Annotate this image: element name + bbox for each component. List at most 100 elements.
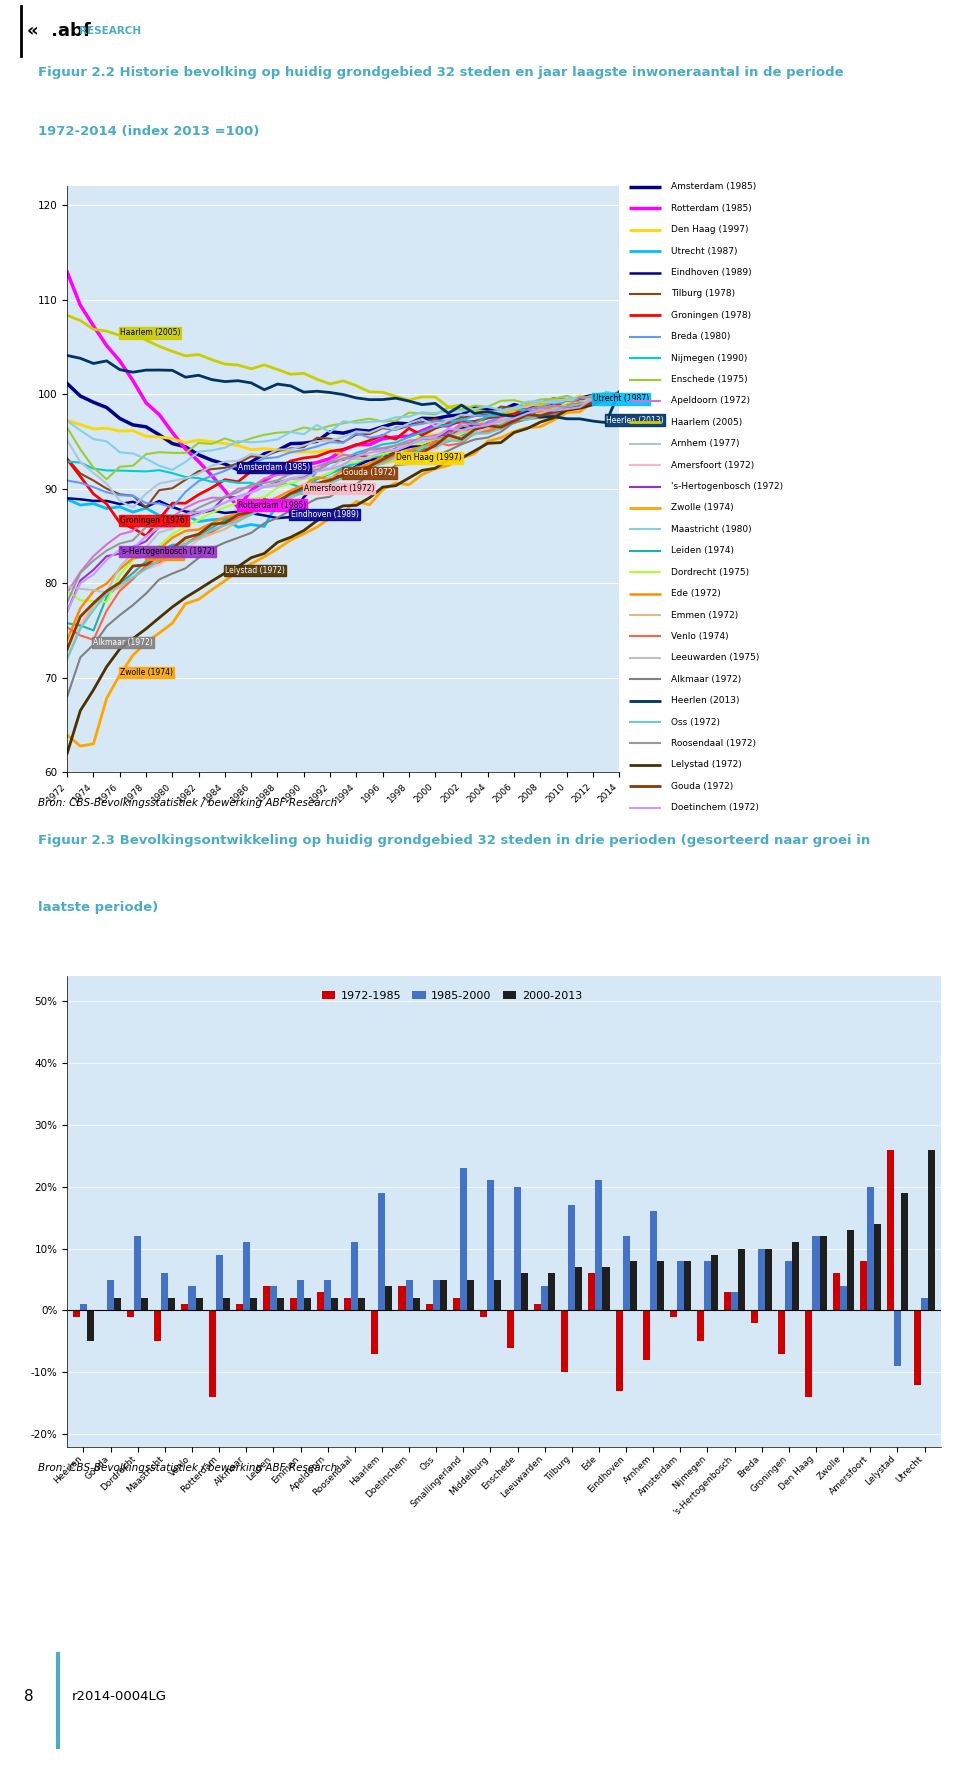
Bar <box>80 1305 87 1310</box>
Bar <box>588 1273 595 1310</box>
Bar <box>114 1298 121 1310</box>
Bar <box>324 1280 331 1310</box>
Bar <box>914 1310 921 1384</box>
Text: Amsterdam (1985): Amsterdam (1985) <box>238 463 310 472</box>
Text: Zwolle (1974): Zwolle (1974) <box>120 667 173 676</box>
Text: Figuur 2.3 Bevolkingsontwikkeling op huidig grondgebied 32 steden in drie period: Figuur 2.3 Bevolkingsontwikkeling op hui… <box>38 834 871 847</box>
Bar <box>297 1280 304 1310</box>
Bar <box>494 1280 501 1310</box>
Bar <box>792 1242 800 1310</box>
Text: Alkmaar (1972): Alkmaar (1972) <box>671 674 741 683</box>
Bar <box>900 1193 908 1310</box>
Text: Gouda (1972): Gouda (1972) <box>671 781 732 790</box>
Bar <box>216 1255 223 1310</box>
Text: Tilburg (1978): Tilburg (1978) <box>671 289 734 298</box>
Text: Alkmaar (1972): Alkmaar (1972) <box>93 637 154 646</box>
Text: Lelystad (1972): Lelystad (1972) <box>225 566 285 575</box>
Bar <box>161 1273 168 1310</box>
Bar <box>304 1298 311 1310</box>
Bar <box>155 1310 161 1342</box>
Text: Rotterdam (1985): Rotterdam (1985) <box>671 204 752 213</box>
Bar <box>615 1310 622 1392</box>
Text: Eindhoven (1989): Eindhoven (1989) <box>291 509 358 518</box>
Text: Leiden (1974): Leiden (1974) <box>671 547 733 556</box>
Text: laatste periode): laatste periode) <box>38 902 158 914</box>
Bar <box>480 1310 487 1317</box>
Text: Heerlen (2013): Heerlen (2013) <box>606 415 663 424</box>
Bar <box>832 1273 840 1310</box>
Bar <box>622 1235 630 1310</box>
Bar <box>820 1235 827 1310</box>
Text: Gouda (1972): Gouda (1972) <box>344 469 396 477</box>
Text: Lelystad (1972): Lelystad (1972) <box>671 760 741 769</box>
Bar <box>385 1285 393 1310</box>
Text: Doetinchem (1972): Doetinchem (1972) <box>671 802 758 813</box>
Text: Utrecht (1987): Utrecht (1987) <box>593 394 649 403</box>
Bar <box>433 1280 440 1310</box>
Text: Enschede (1975): Enschede (1975) <box>671 375 747 383</box>
Text: Maastricht (1980): Maastricht (1980) <box>671 525 752 534</box>
Text: «  .abf: « .abf <box>27 21 90 41</box>
Text: Zwolle (1974): Zwolle (1974) <box>671 504 733 513</box>
Bar <box>650 1211 657 1310</box>
Bar <box>378 1193 385 1310</box>
Bar <box>208 1310 216 1397</box>
Bar <box>453 1298 460 1310</box>
Text: Haarlem (2005): Haarlem (2005) <box>120 328 180 337</box>
Bar <box>243 1242 250 1310</box>
Bar <box>331 1298 338 1310</box>
Bar <box>603 1267 610 1310</box>
Bar <box>263 1285 270 1310</box>
Bar <box>413 1298 420 1310</box>
Bar <box>670 1310 677 1317</box>
Text: r2014-0004LG: r2014-0004LG <box>72 1690 167 1704</box>
Bar <box>87 1310 94 1342</box>
Text: Emmen (1972): Emmen (1972) <box>671 611 738 619</box>
Bar <box>188 1285 196 1310</box>
Bar <box>534 1305 541 1310</box>
Bar <box>181 1305 188 1310</box>
Text: Nijmegen (1990): Nijmegen (1990) <box>671 353 747 362</box>
Bar <box>372 1310 378 1354</box>
Bar <box>785 1260 792 1310</box>
Bar <box>921 1298 928 1310</box>
Legend: 1972-1985, 1985-2000, 2000-2013: 1972-1985, 1985-2000, 2000-2013 <box>318 987 587 1005</box>
Bar <box>548 1273 555 1310</box>
Text: Utrecht (1987): Utrecht (1987) <box>671 247 737 256</box>
Bar <box>460 1168 467 1310</box>
Text: Haarlem (2005): Haarlem (2005) <box>671 417 742 426</box>
Bar <box>134 1235 141 1310</box>
Bar <box>487 1180 494 1310</box>
Text: Figuur 2.2 Historie bevolking op huidig grondgebied 32 steden en jaar laagste in: Figuur 2.2 Historie bevolking op huidig … <box>38 66 844 78</box>
Text: Amsterdam (1985): Amsterdam (1985) <box>671 183 756 192</box>
Bar <box>894 1310 900 1367</box>
Bar <box>677 1260 684 1310</box>
Text: Breda (1980): Breda (1980) <box>671 332 730 341</box>
Bar <box>642 1310 650 1360</box>
Bar <box>840 1285 847 1310</box>
Bar <box>276 1298 284 1310</box>
Bar <box>859 1260 867 1310</box>
Text: Dordrecht (1975): Dordrecht (1975) <box>671 568 749 577</box>
Text: Eindhoven (1989): Eindhoven (1989) <box>671 268 752 277</box>
Bar <box>738 1248 745 1310</box>
Text: RESEARCH: RESEARCH <box>79 27 141 36</box>
Bar <box>168 1298 176 1310</box>
Bar <box>467 1280 474 1310</box>
Text: Den Haag (1997): Den Haag (1997) <box>671 225 748 234</box>
Bar <box>108 1280 114 1310</box>
Text: Leeuwarden (1975): Leeuwarden (1975) <box>671 653 759 662</box>
Text: Groningen (1978): Groningen (1978) <box>671 311 751 320</box>
Bar <box>345 1298 351 1310</box>
Bar <box>697 1310 704 1342</box>
Bar <box>928 1150 935 1310</box>
Text: Oss (1972): Oss (1972) <box>671 717 720 726</box>
Text: Rotterdam (1985): Rotterdam (1985) <box>238 501 306 509</box>
Bar <box>765 1248 772 1310</box>
Bar <box>196 1298 203 1310</box>
Bar <box>270 1285 276 1310</box>
Bar <box>595 1180 603 1310</box>
Text: Ede (197): Ede (197) <box>146 550 183 559</box>
Bar <box>874 1223 881 1310</box>
Bar <box>779 1310 785 1354</box>
